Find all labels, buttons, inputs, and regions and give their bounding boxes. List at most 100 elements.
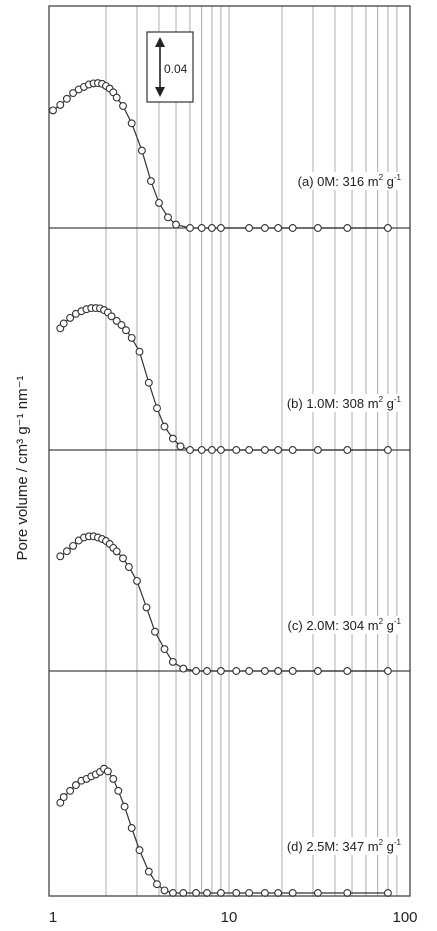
data-point [56, 552, 65, 561]
data-point [216, 224, 225, 232]
data-point [245, 446, 254, 454]
data-point [151, 627, 159, 636]
data-point [192, 667, 201, 675]
series-label: (b) 1.0M: 308 m2 g-1 [287, 395, 402, 411]
data-point [112, 93, 121, 102]
data-point [168, 657, 177, 666]
data-point [197, 224, 206, 232]
series-label: (d) 2.5M: 347 m2 g-1 [287, 838, 402, 854]
plot-frame [48, 5, 411, 897]
data-point [160, 645, 169, 654]
series-label-bg [285, 616, 404, 634]
data-point [59, 793, 68, 802]
data-point [274, 224, 283, 232]
scale-bar-label: 0.04 [164, 62, 188, 76]
data-point [135, 846, 144, 855]
data-point [62, 547, 71, 556]
x-tick-labels: 1 10 100 [49, 909, 418, 926]
data-point [153, 404, 161, 413]
data-point [146, 177, 155, 186]
data-point [203, 667, 211, 675]
data-point [343, 667, 352, 675]
data-point [114, 786, 123, 795]
scale-bar-box [146, 31, 194, 103]
data-point [260, 446, 269, 454]
data-point [313, 667, 322, 675]
data-point [153, 880, 161, 889]
data-point [179, 664, 188, 673]
data-point [103, 767, 112, 776]
data-point [66, 313, 75, 322]
data-point [172, 220, 180, 229]
data-point [144, 378, 153, 387]
series-labels: (a) 0M: 316 m2 g-1 (b) 1.0M: 308 m2 g-1 (c… [284, 172, 404, 855]
x-tick-label: 1 [49, 909, 57, 926]
y-axis-title: Pore volume / cm³ g⁻¹ nm⁻¹ [13, 375, 31, 560]
data-point [274, 446, 283, 454]
x-tick-label: 100 [392, 909, 417, 926]
data-point [56, 798, 65, 807]
y-axis-title-text: Pore volume / cm³ g⁻¹ nm⁻¹ [14, 375, 31, 561]
series-label: (c) 2.0M: 304 m2 g-1 [288, 617, 402, 633]
data-point [137, 146, 146, 155]
data-point [160, 886, 169, 895]
arrow-up-icon [155, 37, 165, 47]
data-point [122, 326, 130, 335]
data-point [245, 667, 254, 675]
data-point [56, 100, 65, 109]
data-point [232, 667, 241, 675]
data-point [288, 446, 297, 454]
data-point [216, 446, 225, 454]
data-point [62, 94, 71, 103]
series-layer [49, 79, 392, 897]
series-line [59, 535, 388, 672]
data-point [119, 554, 127, 563]
data-point [343, 224, 352, 232]
series-label-bg [284, 394, 404, 412]
data-point [107, 312, 116, 321]
data-point [197, 446, 206, 454]
data-point [288, 667, 297, 675]
data-point [119, 102, 127, 110]
data-point [49, 106, 57, 115]
data-point [343, 446, 352, 454]
data-point [71, 781, 80, 790]
data-point [168, 434, 177, 443]
data-point [160, 422, 169, 431]
data-point [176, 442, 185, 451]
data-point [112, 547, 121, 556]
data-point [120, 802, 129, 811]
data-point [117, 321, 126, 329]
data-point [127, 824, 136, 832]
data-point [69, 541, 78, 550]
data-point [133, 576, 141, 585]
data-point [383, 446, 392, 454]
data-point [144, 867, 153, 876]
data-point [274, 667, 283, 675]
series-line [52, 82, 388, 229]
data-point [66, 786, 75, 795]
data-point [186, 224, 194, 232]
data-point [59, 319, 68, 328]
data-point [69, 89, 78, 98]
data-point [313, 224, 322, 232]
data-point [313, 446, 322, 454]
series-line [59, 307, 388, 451]
data-point [207, 224, 216, 232]
data-point [232, 446, 241, 454]
data-point [164, 213, 172, 222]
series-label-bg [295, 172, 404, 190]
data-point [127, 119, 136, 128]
data-point [127, 333, 136, 342]
data-point [135, 347, 144, 356]
arrow-down-icon [155, 87, 165, 97]
data-point [383, 667, 392, 675]
data-point [124, 563, 133, 571]
data-point [245, 224, 254, 232]
series-label-bg [284, 837, 404, 855]
series-line [59, 767, 388, 894]
series-label: (a) 0M: 316 m2 g-1 [298, 173, 402, 189]
data-point [260, 667, 269, 675]
data-point [207, 446, 216, 454]
